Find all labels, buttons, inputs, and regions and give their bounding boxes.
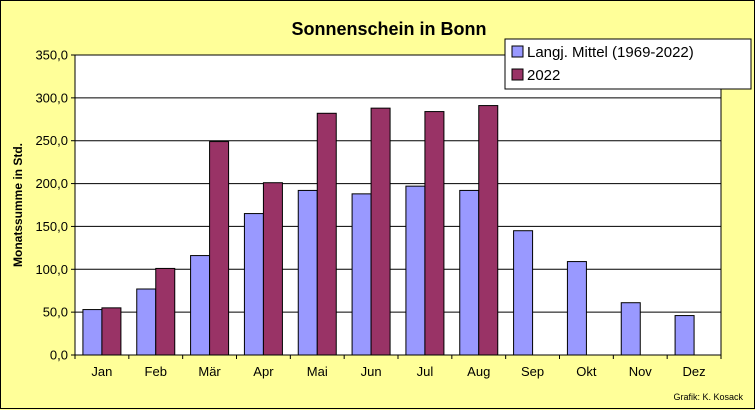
x-tick-label: Jan: [91, 364, 112, 379]
gridlines: [75, 97, 721, 313]
bar-mean-apr: [243, 213, 264, 356]
y-tick-label: 350,0: [35, 48, 68, 63]
bar-mean-okt: [566, 261, 587, 356]
bar-2022-jan: [101, 307, 122, 356]
y-tick-label: 0,0: [50, 348, 68, 363]
x-tick-label: Apr: [253, 364, 274, 379]
y-tick-label: 250,0: [35, 133, 68, 148]
bar-mean-feb: [136, 288, 157, 356]
bars: [82, 105, 695, 356]
x-tick-label: Mär: [198, 364, 221, 379]
x-tick-label: Dez: [683, 364, 706, 379]
bar-mean-dez: [674, 315, 695, 356]
bar-2022-mai: [316, 112, 337, 356]
bar-mean-nov: [620, 302, 641, 356]
y-tick-label: 100,0: [35, 262, 68, 277]
legend-label-mean: Langj. Mittel (1969-2022): [527, 44, 694, 61]
y-tick-label: 300,0: [35, 90, 68, 105]
bar-mean-aug: [459, 189, 480, 356]
bar-2022-jun: [370, 107, 391, 356]
x-axis-ticks: Jan Feb Mär Apr Mai Jun Jul Aug Sep Okt Nov Dez: [74, 355, 722, 379]
y-tick-label: 50,0: [43, 305, 68, 320]
bar-mean-sep: [513, 230, 534, 356]
bar-mean-mai: [297, 189, 318, 356]
legend: Langj. Mittel (1969-2022) 2022: [504, 38, 752, 90]
plot-area: [74, 54, 722, 356]
x-tick-label: Mai: [307, 364, 328, 379]
bar-2022-mär: [209, 141, 230, 356]
legend-swatch-mean: [511, 45, 524, 58]
bar-mean-mär: [190, 255, 211, 356]
legend-label-2022: 2022: [527, 67, 560, 84]
y-tick-label: 200,0: [35, 176, 68, 191]
legend-swatch-2022: [511, 68, 524, 81]
legend-box: [504, 38, 752, 90]
x-tick-label: Jun: [361, 364, 382, 379]
y-axis-ticks: 0,0 50,0 100,0 150,0 200,0 250,0 300,0 350,0: [35, 48, 75, 363]
x-tick-label: Sep: [521, 364, 544, 379]
y-tick-label: 150,0: [35, 219, 68, 234]
bar-2022-feb: [155, 267, 176, 356]
bar-2022-jul: [424, 111, 445, 356]
bar-2022-aug: [478, 105, 499, 356]
y-axis-label: Monatssumme in Std.: [11, 143, 25, 267]
chart-title: Sonnenschein in Bonn: [291, 19, 486, 39]
bar-mean-jul: [405, 185, 426, 356]
x-tick-label: Feb: [145, 364, 167, 379]
bar-2022-apr: [262, 182, 283, 356]
x-tick-label: Jul: [417, 364, 434, 379]
bar-mean-jan: [82, 309, 103, 356]
x-tick-label: Aug: [467, 364, 490, 379]
chart-credit: Grafik: K. Kosack: [673, 392, 743, 402]
x-tick-label: Okt: [576, 364, 597, 379]
x-tick-label: Nov: [629, 364, 653, 379]
bar-mean-jun: [351, 193, 372, 356]
